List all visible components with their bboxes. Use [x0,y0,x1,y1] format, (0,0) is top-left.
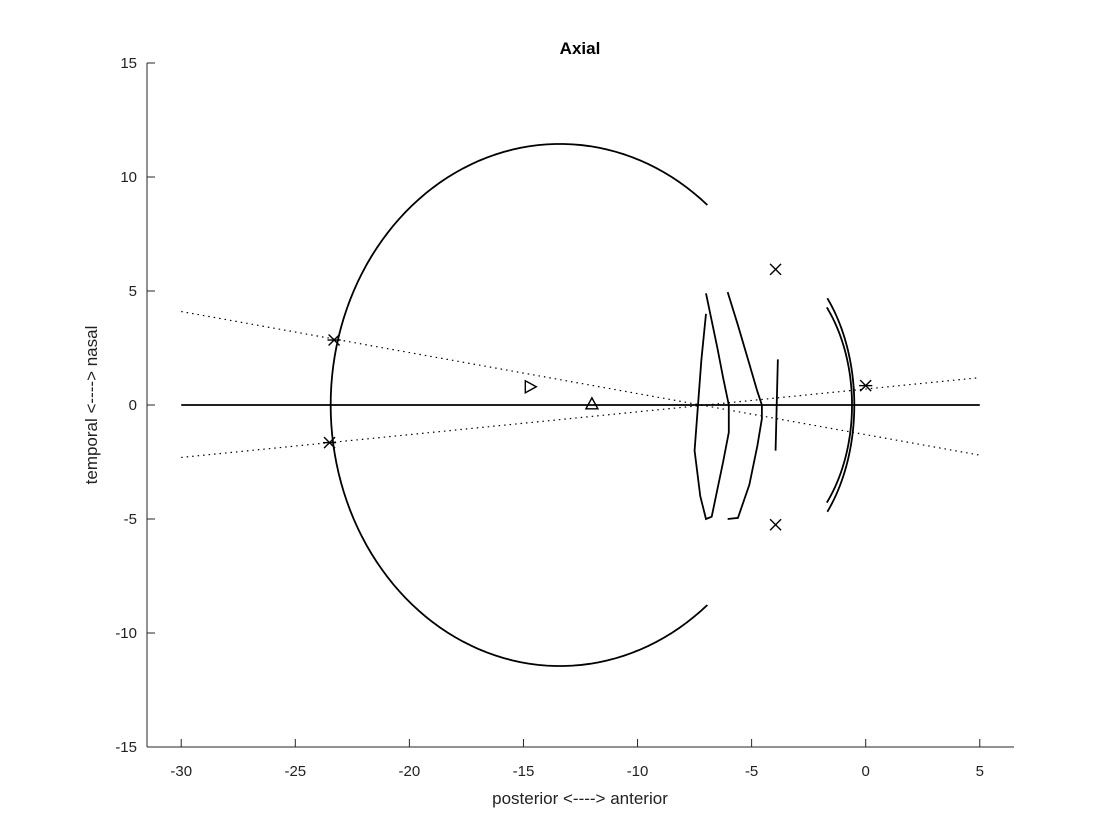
x-tick-label: 0 [862,763,870,780]
series-line-4 [693,293,730,521]
x-tick-label: -20 [399,763,421,780]
axis-ticks: -30 -25 -20 -15 -10 -5 0 5 -15 -10 -5 0 5 10 15 [115,55,984,780]
series-line-8 [181,310,980,456]
series-line-9 [181,377,980,459]
marker-asterisk [327,334,341,347]
x-tick-label: -30 [170,763,192,780]
marker-asterisk [322,436,337,449]
y-tick-label: 10 [120,169,137,186]
y-axis-label: temporal <----> nasal [82,326,101,485]
y-tick-label: 5 [129,283,137,300]
y-tick-label: -15 [115,739,137,756]
marker-shape [584,396,600,410]
x-axis-label: posterior <----> anterior [492,789,668,808]
x-tick-label: 5 [976,763,984,780]
x-tick-label: -15 [513,763,535,780]
marker-shape [524,379,538,394]
marker-triangle-up [584,396,600,410]
y-tick-label: -5 [124,511,137,528]
marker-stroke [769,518,782,531]
marker-triangle-right [524,379,538,394]
chart-title: Axial [560,39,601,58]
x-tick-label: -25 [284,763,306,780]
x-tick-label: -5 [745,763,758,780]
plot-area [181,143,980,667]
y-tick-label: -10 [115,625,137,642]
y-tick-label: 15 [120,55,137,72]
y-tick-label: 0 [129,397,137,414]
marker-cross [769,263,782,276]
marker-asterisk [859,379,873,392]
x-tick-label: -10 [627,763,649,780]
marker-stroke [769,263,782,276]
series-line-5 [726,291,763,520]
marker-cross [769,518,782,531]
